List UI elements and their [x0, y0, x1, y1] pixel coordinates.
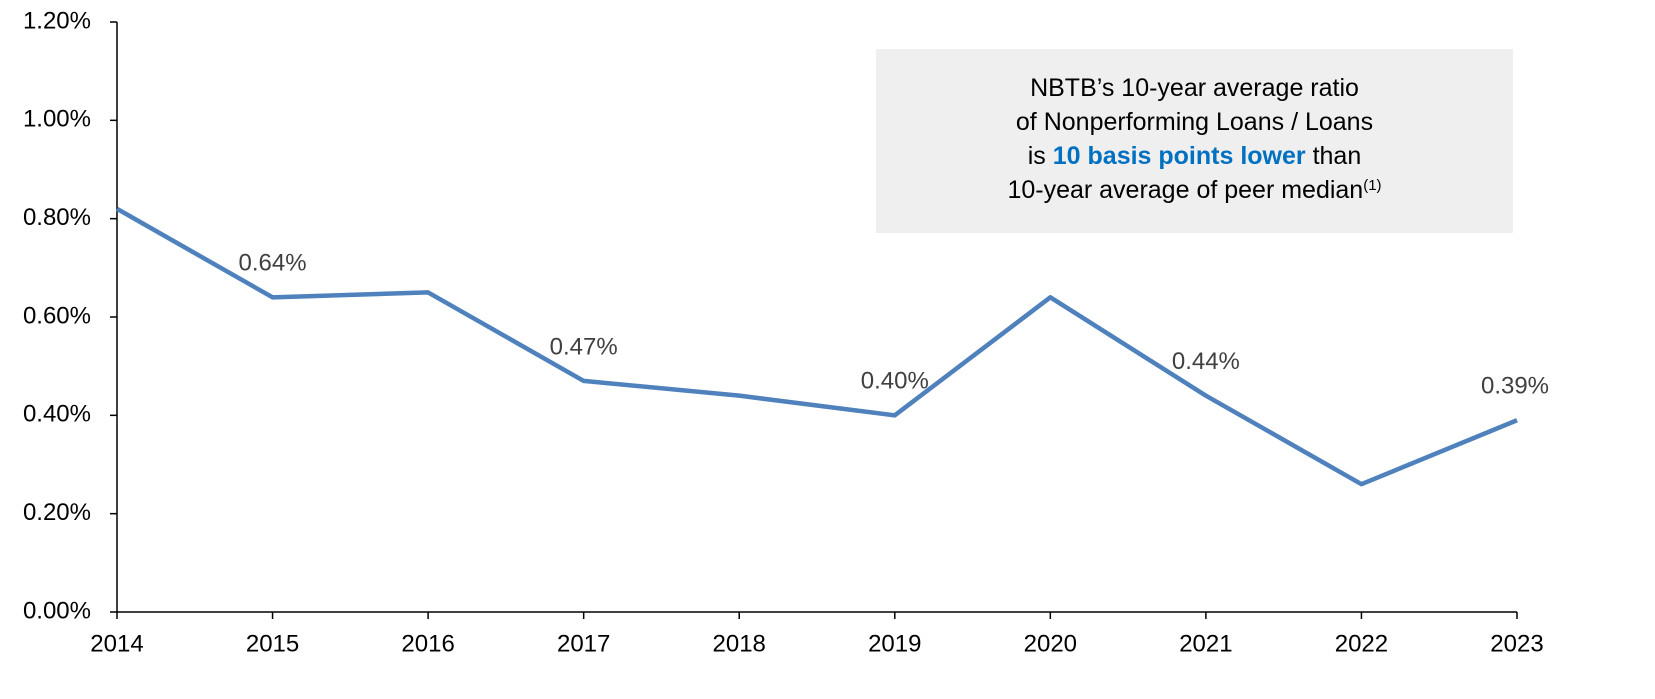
y-tick-label: 1.00% [23, 106, 91, 133]
annotation-line: 10-year average of peer median(1) [876, 173, 1513, 207]
annotation-line: of Nonperforming Loans / Loans [1015, 108, 1374, 136]
y-tick-label: 0.40% [23, 401, 91, 428]
x-tick-label: 2020 [1024, 630, 1077, 657]
x-tick-label: 2016 [401, 630, 454, 657]
x-tick-label: 2021 [1179, 630, 1232, 657]
annotation-text: 10-year average of peer median [1007, 176, 1364, 204]
annotation-text: is [1027, 142, 1046, 170]
annotation-highlight: 10 basis points lower [1052, 142, 1306, 170]
data-line [115, 206, 1518, 487]
x-tick-label: 2017 [557, 630, 610, 657]
x-tick-label: 2014 [90, 630, 143, 657]
data-label: 0.39% [1481, 373, 1549, 400]
data-label: 0.40% [861, 368, 929, 395]
y-tick-label: 0.20% [23, 499, 91, 526]
x-tick-label: 2015 [246, 630, 299, 657]
x-tick-label: 2018 [713, 630, 766, 657]
annotation-line: is 10 basis points lower than [876, 139, 1513, 173]
y-tick-label: 1.20% [23, 7, 91, 34]
data-label: 0.44% [1172, 348, 1240, 375]
data-label: 0.64% [239, 250, 307, 277]
data-label: 0.47% [550, 333, 618, 360]
annotation-box: NBTB’s 10-year average ratio of Nonperfo… [876, 49, 1513, 233]
annotation-line: NBTB’s 10-year average ratio [1030, 74, 1359, 102]
y-tick-label: 0.60% [23, 302, 91, 329]
x-tick-label: 2019 [868, 630, 921, 657]
annotation-text: than [1312, 142, 1362, 170]
y-tick-label: 0.80% [23, 204, 91, 231]
x-tick-label: 2023 [1490, 630, 1543, 657]
footnote-mark: (1) [1363, 177, 1382, 194]
x-tick-label: 2022 [1335, 630, 1388, 657]
y-tick-label: 0.00% [23, 597, 91, 624]
